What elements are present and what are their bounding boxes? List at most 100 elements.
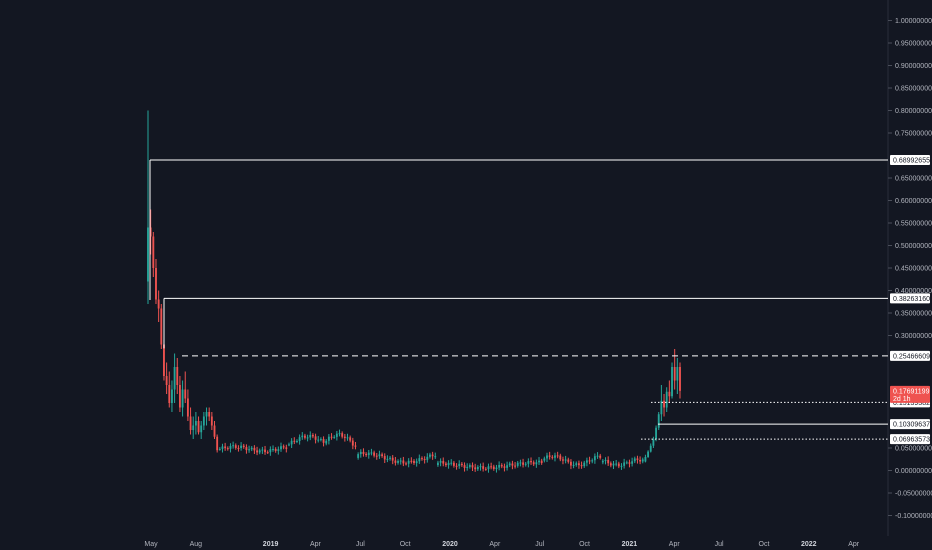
candle-body [274,448,277,451]
time-tick-label: Oct [579,541,590,548]
candle-body [194,421,197,426]
candle-body [673,367,676,381]
level-price-label: 0.68992655 [893,158,930,165]
candle-body [197,421,200,433]
candle-body [631,461,634,464]
candle-body [636,458,639,460]
candle-body [253,447,256,451]
candle-body [593,456,596,461]
candle-body [641,459,644,462]
candle-body [242,445,245,448]
candle-body [319,439,322,441]
candle-body [559,455,562,460]
candle-body [519,462,522,464]
candle-body [285,447,288,449]
candle-body [157,299,160,309]
candle-body [237,447,240,449]
candle-body [567,459,570,462]
candle-body [245,447,248,451]
time-tick-label: 2019 [263,541,279,548]
level-price-box [890,155,930,166]
candle-body [580,465,583,467]
candle-body [570,461,572,466]
candle-body [551,456,554,458]
candle-body [482,466,485,469]
candle-body [479,466,482,468]
price-tick-label: 0.45000000 [895,266,932,273]
candle-body [341,433,344,437]
candle-body [234,445,237,448]
candle-body [620,465,623,467]
candle-body [679,367,681,391]
candle-body [210,416,213,426]
candle-body [423,458,426,460]
candle-body [458,463,461,467]
candle-body [362,451,365,454]
time-tick-label: Jul [356,541,365,548]
candle-body [564,459,567,461]
candle-body [288,444,290,446]
time-tick-label: Oct [400,541,411,548]
time-tick-label: 2020 [442,541,458,548]
candle-body [290,440,293,445]
time-axis[interactable]: May Aug 2019 Apr Jul Oct 2020 Apr Jul Oct 2021 Apr J… [144,541,859,548]
candles-layer [147,110,681,473]
candle-body [639,459,642,462]
time-tick-label: 2021 [622,541,638,548]
candle-body [205,412,208,417]
candle-body [304,435,306,438]
candle-body [668,391,671,397]
candle-body [309,434,312,438]
candle-body [176,367,179,385]
candle-body [405,463,407,465]
candle-body [343,436,346,438]
candle-body [476,466,479,470]
level-price-label: 0.10309637 [893,422,930,429]
candle-body [349,437,352,441]
candle-body [258,450,261,453]
price-axis[interactable]: 1.00000000 0.95000000 0.90000000 0.85000000… [888,18,932,520]
time-tick-label: Apr [669,541,681,548]
price-tick-label: 0.00000000 [895,468,932,475]
candle-body [261,449,264,451]
candle-body [381,454,384,457]
candle-body [421,458,423,460]
candle-body [306,437,309,439]
candle-body [165,376,168,385]
candle-body [516,462,519,466]
candle-body [333,436,336,438]
candle-body [391,457,394,461]
candle-body [484,468,487,470]
candle-body [264,449,266,453]
candle-body [365,453,368,456]
candle-body [452,462,455,466]
candle-body [599,455,602,458]
candle-body [455,465,458,467]
candle-body [665,391,668,408]
candle-body [498,465,501,468]
level-price-box [890,350,930,361]
candle-body [649,445,652,452]
candle-body [178,385,181,408]
current-price-label: 0.17691199 [893,388,930,395]
price-tick-label: -0.05000000 [895,491,932,498]
candle-body [601,460,604,463]
candle-body [354,445,357,447]
candle-body [466,466,469,468]
candle-body [224,446,227,449]
candle-body [293,440,296,442]
candle-body [266,452,269,454]
price-tick-label: 0.35000000 [895,311,932,318]
candle-body [202,416,205,426]
candle-body [383,456,386,460]
price-tick-label: 0.40000000 [895,288,932,295]
candle-body [575,463,578,465]
price-tick-label: 1.00000000 [895,18,932,25]
candle-body [282,446,285,448]
candle-body [330,436,333,438]
level-price-label: 0.15139382 [893,400,930,407]
candle-body [226,448,229,450]
candle-body [591,460,594,462]
candle-body [671,367,673,397]
